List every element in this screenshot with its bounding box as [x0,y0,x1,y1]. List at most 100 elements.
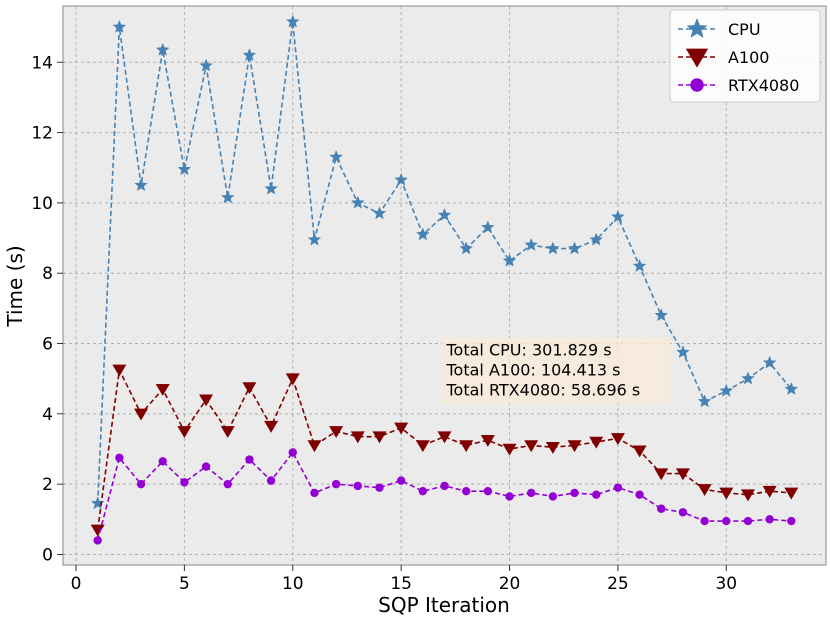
data-point-a100 [134,408,149,421]
data-point-a100 [90,524,105,537]
data-point-a100 [350,431,365,444]
series-a100 [90,364,799,537]
y-tick-label: 8 [42,264,53,284]
data-point-a100 [285,373,300,386]
legend-label-rtx4080: RTX4080 [728,76,799,95]
data-point-rtx4080 [93,536,102,545]
data-point-a100 [762,485,777,498]
data-point-a100 [459,440,474,453]
axes [62,5,827,566]
data-point-rtx4080 [657,504,666,513]
data-point-cpu [134,178,148,192]
data-point-a100 [155,383,170,396]
data-point-rtx4080 [722,516,731,526]
data-point-cpu [329,149,343,163]
data-point-cpu [437,208,452,221]
data-point-cpu [676,345,690,359]
data-point-rtx4080 [787,516,796,526]
legend-item-a100: A100 [678,48,769,68]
data-point-a100 [199,394,214,407]
data-point-cpu [177,162,192,176]
data-point-rtx4080 [223,479,232,489]
data-point-cpu [372,206,387,220]
y-tick-label: 14 [31,53,53,73]
data-point-cpu [350,195,365,209]
series-layer [90,14,799,545]
data-point-cpu [155,42,170,56]
data-point-a100 [567,440,582,453]
data-point-a100 [654,468,669,481]
grid [63,6,826,565]
y-tick-label: 0 [42,545,53,565]
data-point-a100 [112,364,127,377]
data-point-rtx4080 [353,481,362,491]
data-point-rtx4080 [700,516,709,526]
data-point-a100 [784,487,799,500]
data-point-rtx4080 [570,488,579,498]
data-point-cpu [762,355,777,369]
data-point-cpu [741,371,755,385]
series-cpu [90,14,799,510]
data-point-cpu [264,181,278,195]
x-tick-label: 30 [715,574,737,594]
data-point-a100 [675,468,690,481]
y-tick-label: 12 [31,124,53,144]
data-point-a100 [242,382,257,395]
data-point-a100 [589,436,604,449]
data-point-cpu [654,308,669,322]
data-point-rtx4080 [743,516,753,526]
data-point-cpu [459,241,474,255]
data-point-rtx4080 [418,486,428,496]
y-tick-label: 2 [42,475,53,495]
data-point-a100 [372,431,387,444]
data-point-a100 [632,445,647,458]
data-point-a100 [307,440,322,453]
data-point-a100 [264,420,279,433]
data-point-cpu [307,232,322,246]
data-point-rtx4080 [115,453,124,462]
data-point-rtx4080 [440,481,449,491]
data-point-rtx4080 [505,492,514,501]
data-point-rtx4080 [461,486,471,496]
y-axis-label: Time (s) [3,245,27,327]
y-tick-label: 10 [31,194,53,214]
data-point-a100 [524,440,539,453]
ticks: 0 5 10 15 20 25 30 0 2 4 6 8 10 12 14 [31,53,737,594]
data-point-cpu [502,253,517,267]
data-point-rtx4080 [592,490,601,499]
data-point-rtx4080 [527,488,536,498]
data-point-cpu [415,227,430,241]
data-point-cpu [589,232,604,246]
legend-box [669,9,821,103]
data-point-rtx4080 [613,483,623,492]
x-tick-label: 10 [282,574,304,594]
data-point-a100 [177,426,192,439]
data-point-rtx4080 [375,483,384,492]
series-line-a100 [96,367,792,530]
data-point-cpu [784,382,799,396]
data-point-cpu [719,383,734,397]
y-tick-label: 6 [42,335,53,355]
data-point-cpu [567,241,582,255]
data-point-cpu [546,241,560,255]
legend-marker-rtx4080 [690,78,704,92]
data-point-a100 [610,433,625,446]
data-point-cpu [112,19,127,33]
data-point-a100 [394,422,409,435]
data-point-rtx4080 [158,457,167,466]
data-point-rtx4080 [310,488,319,498]
data-point-a100 [415,440,430,453]
data-point-cpu [285,14,300,28]
data-point-a100 [437,431,452,444]
data-point-rtx4080 [483,486,493,496]
data-point-a100 [697,484,712,497]
x-tick-label: 5 [179,574,190,594]
data-point-rtx4080 [245,455,254,464]
data-point-rtx4080 [765,515,774,524]
series-rtx4080 [93,448,796,545]
data-point-a100 [719,487,734,500]
data-point-rtx4080 [396,476,406,485]
data-point-cpu [242,48,257,62]
data-point-a100 [502,443,517,456]
